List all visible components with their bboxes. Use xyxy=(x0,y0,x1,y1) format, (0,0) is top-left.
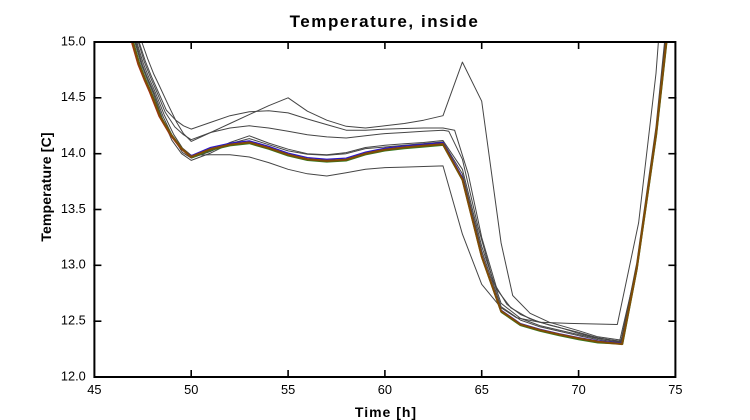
svg-text:55: 55 xyxy=(281,382,295,397)
svg-text:75: 75 xyxy=(668,382,682,397)
svg-text:14.5: 14.5 xyxy=(61,89,86,104)
svg-text:13.5: 13.5 xyxy=(61,201,86,216)
svg-text:13.0: 13.0 xyxy=(61,257,86,272)
svg-text:Temperature [C]: Temperature [C] xyxy=(38,132,54,241)
svg-text:70: 70 xyxy=(571,382,585,397)
svg-text:Time [h]: Time [h] xyxy=(355,404,417,420)
svg-text:50: 50 xyxy=(184,382,198,397)
svg-text:60: 60 xyxy=(378,382,392,397)
svg-text:65: 65 xyxy=(475,382,489,397)
svg-text:45: 45 xyxy=(87,382,101,397)
svg-text:Temperature, inside: Temperature, inside xyxy=(290,12,480,31)
svg-text:14.0: 14.0 xyxy=(61,145,86,160)
svg-text:15.0: 15.0 xyxy=(61,33,86,48)
svg-text:12.5: 12.5 xyxy=(61,313,86,328)
svg-text:12.0: 12.0 xyxy=(61,368,86,383)
